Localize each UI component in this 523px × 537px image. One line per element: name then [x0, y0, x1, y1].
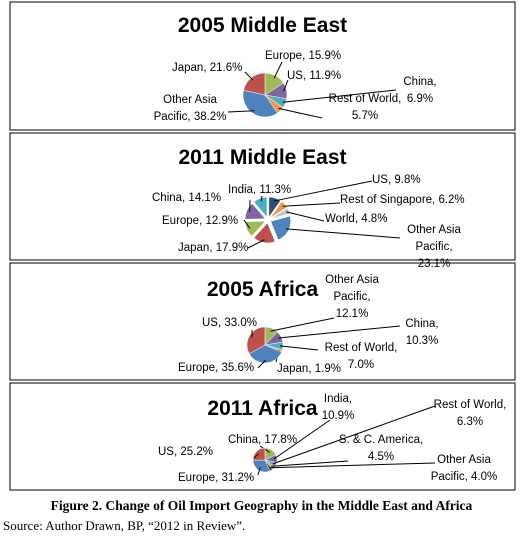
caption: Figure 2. Change of Oil Import Geography…	[50, 498, 473, 513]
leader-line	[278, 107, 323, 119]
data-label: Rest of World, 6.3%	[433, 399, 507, 428]
data-label: Other Asia Pacific, 23.1%	[407, 224, 461, 270]
pie-slice	[253, 196, 268, 218]
leader-line	[273, 61, 283, 79]
pie-slice	[252, 447, 266, 461]
pie-slice	[253, 222, 276, 244]
leader-line	[269, 462, 436, 469]
pie-slice	[270, 207, 291, 220]
data-label: Europe, 35.6%	[178, 362, 255, 374]
data-label: US, 9.8%	[372, 174, 421, 186]
data-label: US, 11.9%	[287, 70, 342, 82]
chart-title: 2005 Africa	[206, 278, 319, 301]
data-label: India, 11.3%	[228, 184, 292, 196]
data-label: Other Asia Pacific, 12.1%	[325, 274, 379, 320]
leader-line	[247, 239, 265, 249]
data-label: Rest of World, 5.7%	[328, 93, 402, 122]
data-label: S. & C. America, 4.5%	[338, 434, 424, 463]
leader-line	[279, 345, 319, 351]
data-label: Europe, 31.2%	[178, 472, 255, 484]
leader-line	[227, 110, 255, 113]
leader-line	[273, 419, 331, 460]
data-label: Europe, 15.9%	[265, 50, 342, 62]
pie-slice	[246, 326, 266, 355]
source: Source: Author Drawn, BP, “2012 in Revie…	[3, 518, 246, 533]
leader-line	[282, 202, 341, 207]
leader-line	[257, 359, 267, 369]
data-label: China, 10.3%	[405, 318, 439, 347]
data-label: US, 33.0%	[202, 317, 257, 329]
chart-title: 2005 Middle East	[177, 14, 348, 37]
leader-line	[273, 405, 436, 465]
data-label: US, 25.2%	[158, 446, 213, 458]
data-label: World, 4.8%	[325, 213, 388, 225]
data-label: Japan, 21.6%	[172, 62, 243, 74]
leader-line	[253, 453, 259, 459]
leader-line	[278, 325, 401, 339]
leader-line	[243, 219, 251, 229]
leader-line	[283, 79, 289, 92]
pie-slice	[268, 196, 281, 218]
data-label: China, 17.8%	[228, 434, 298, 446]
panel-border	[9, 1, 516, 131]
panel-border	[9, 262, 516, 381]
leader-line	[282, 89, 397, 103]
pie-slice	[270, 215, 291, 241]
data-label: Other Asia Pacific, 4.0%	[430, 454, 498, 483]
leader-line	[244, 71, 254, 81]
leader-line	[257, 467, 261, 476]
panel-border	[9, 382, 516, 491]
data-label: Japan, 17.9%	[178, 242, 249, 254]
panel-border	[9, 132, 516, 261]
pie-slice	[269, 201, 288, 219]
data-label: Rest of Singapore, 6.2%	[340, 194, 465, 206]
chart-title: 2011 Middle East	[178, 146, 347, 169]
leader-line	[273, 180, 373, 202]
leader-line	[286, 211, 325, 222]
data-label: China, 14.1%	[152, 192, 222, 204]
leader-line	[260, 195, 263, 202]
leader-line	[270, 317, 335, 332]
pie-slice	[252, 459, 271, 473]
pie-slice	[242, 89, 278, 118]
data-label: Europe, 12.9%	[162, 215, 239, 227]
leader-line	[285, 228, 401, 239]
chart-title: 2011 Africa	[207, 397, 318, 420]
data-label: Rest of World, 7.0%	[324, 342, 398, 371]
data-label: India, 10.9%	[321, 393, 355, 422]
data-label: Other Asia Pacific, 38.2%	[153, 94, 227, 123]
data-label: Japan, 1.9%	[277, 363, 341, 375]
data-label: China, 6.9%	[403, 76, 437, 105]
leader-line	[271, 460, 349, 467]
